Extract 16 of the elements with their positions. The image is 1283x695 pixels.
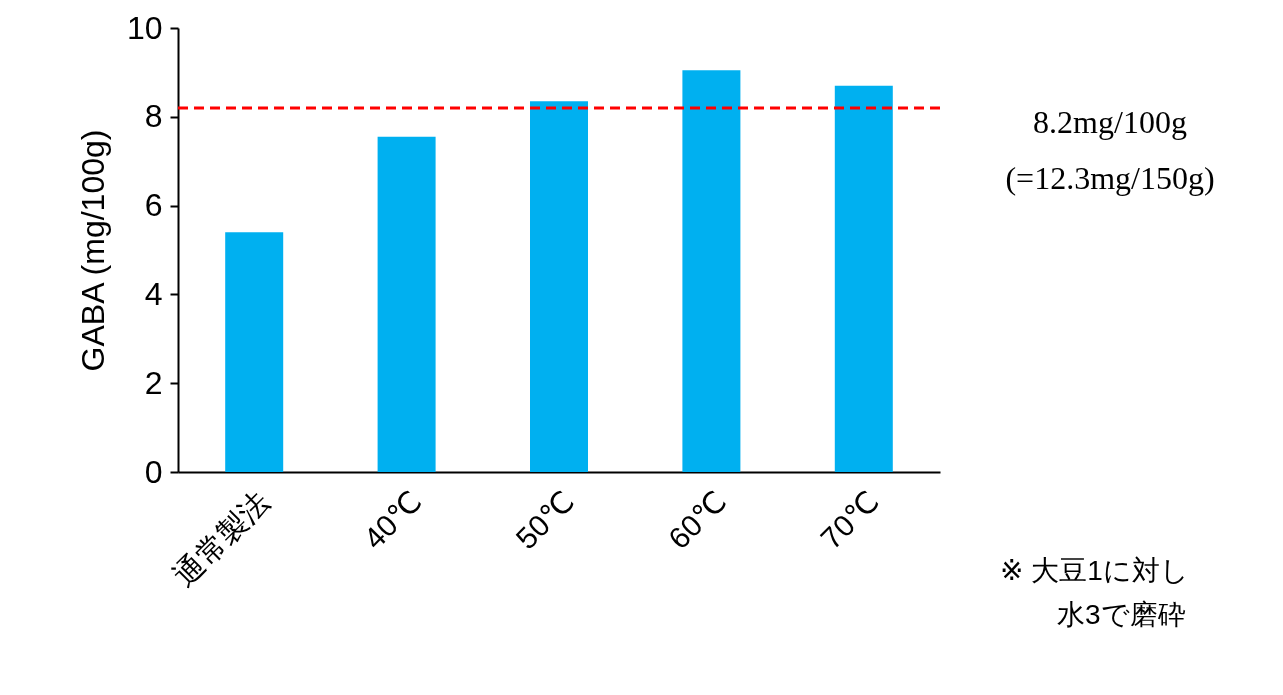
y-tick-label: 6 xyxy=(144,187,163,224)
x-tick-label: 通常製法 xyxy=(167,484,276,593)
bar xyxy=(225,232,284,472)
text: ※ 大豆1に対し xyxy=(1000,555,1189,586)
text: 水3で磨砕 xyxy=(1057,599,1186,630)
y-axis-title: GABA (mg/100g) xyxy=(74,129,111,372)
bar xyxy=(682,70,741,472)
y-tick-label: 10 xyxy=(126,9,163,46)
y-tick-label: 0 xyxy=(144,453,163,490)
bar xyxy=(530,101,588,472)
y-tick-label: 8 xyxy=(144,98,163,135)
bar xyxy=(377,136,436,472)
ref-line-label: 8.2mg/100g (=12.3mg/150g) xyxy=(1005,103,1215,196)
y-tick-label: 4 xyxy=(144,275,163,312)
bar xyxy=(834,85,893,472)
y-tick-label: 2 xyxy=(144,364,163,401)
